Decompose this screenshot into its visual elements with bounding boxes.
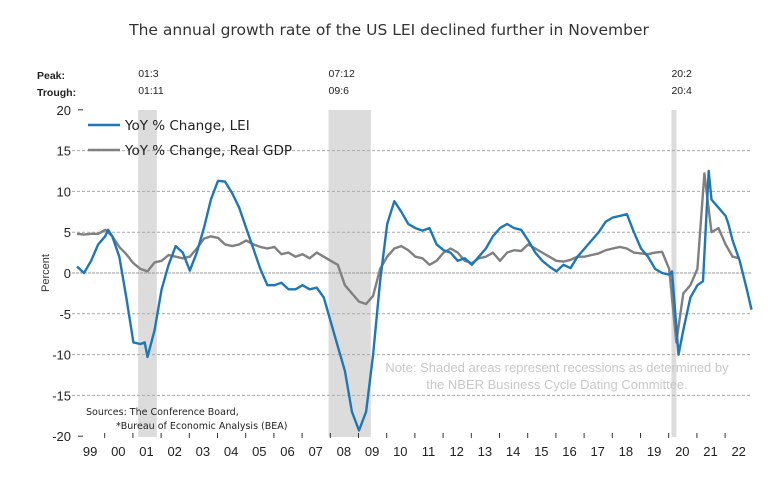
recession-date-labels: 01:3 01:11 07:12 09:6 20:2 20:4 [138,68,692,97]
y-tick-label: -5 [59,307,71,322]
x-tick-label: 16 [562,444,576,459]
y-axis-ticks: 20 15 10 5 0 -5 -10 -15 -20 [52,103,71,444]
gridlines [72,109,752,437]
x-axis-ticks: 99 00 01 02 03 04 05 06 07 08 09 10 11 12 13 14 15 16 17 18… [83,433,746,459]
source-line-1: Sources: The Conference Board, [86,407,239,418]
x-tick-label: 09 [365,444,379,459]
x-tick-label: 08 [337,444,351,459]
recession-trough-date: 09:6 [329,85,350,97]
trough-label: Trough: [37,87,76,99]
legend-label-gdp: YoY % Change, Real GDP [124,143,292,159]
note-line-1: Note: Shaded areas represent recessions … [385,360,729,375]
x-tick-label: 18 [619,444,633,459]
series-lines [76,169,753,432]
x-tick-label: 13 [478,444,492,459]
x-tick-label: 15 [534,444,548,459]
y-tick-label: 5 [64,225,71,240]
x-tick-label: 20 [675,444,689,459]
chart-title: The annual growth rate of the US LEI dec… [128,21,649,39]
x-tick-label: 02 [167,444,181,459]
recession-peak-date: 20:2 [671,68,692,80]
y-tick-label: 20 [57,103,71,118]
x-tick-label: 03 [196,444,210,459]
x-tick-label: 04 [224,444,238,459]
series-line-gdp [76,172,740,344]
recession-peak-date: 07:12 [329,68,355,80]
y-tick-label: -15 [52,388,71,403]
y-tick-label: -20 [52,429,71,444]
x-tick-label: 21 [703,444,717,459]
x-tick-label: 99 [83,444,97,459]
source-line-2: *Bureau of Economic Analysis (BEA) [116,421,287,432]
recession-trough-date: 01:11 [138,85,164,97]
y-axis-label: Percent [40,254,52,292]
y-tick-label: 0 [64,266,71,281]
recession-peak-date: 01:3 [138,68,159,80]
x-tick-label: 05 [252,444,266,459]
recession-trough-date: 20:4 [671,85,692,97]
x-tick-label: 17 [590,444,604,459]
peak-label: Peak: [37,70,65,82]
x-tick-label: 01 [139,444,153,459]
x-tick-label: 11 [422,444,436,459]
x-tick-label: 22 [731,444,745,459]
x-tick-label: 10 [393,444,407,459]
series-line-lei [76,169,753,432]
legend: YoY % Change, LEI YoY % Change, Real GDP [88,118,292,159]
y-tick-label: -10 [52,348,71,363]
x-tick-label: 00 [111,444,125,459]
legend-label-lei: YoY % Change, LEI [124,118,250,134]
y-tick-label: 15 [57,144,71,159]
x-tick-label: 12 [449,444,463,459]
y-tick-label: 10 [57,184,71,199]
x-tick-label: 07 [308,444,322,459]
x-tick-label: 14 [506,444,520,459]
note-line-2: the NBER Business Cycle Dating Committee… [426,377,688,392]
x-tick-label: 19 [647,444,661,459]
x-tick-label: 06 [280,444,294,459]
